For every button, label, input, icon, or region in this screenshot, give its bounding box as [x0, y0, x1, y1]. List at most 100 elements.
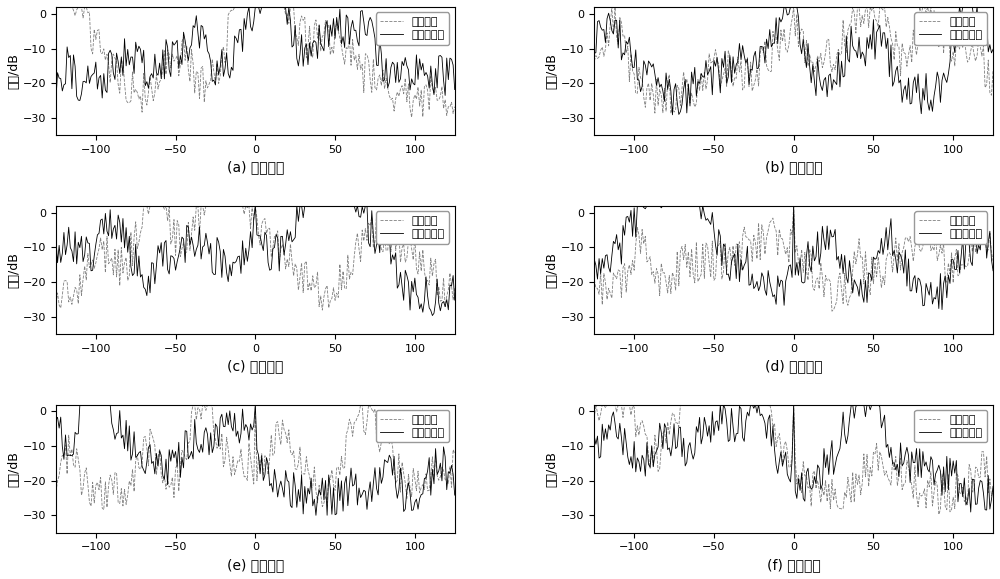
本发明方法: [987, 267, 999, 274]
遗传算法: [859, 473, 871, 480]
X-axis label: (b) 延迟单元: (b) 延迟单元: [765, 160, 822, 174]
遗传算法: [449, 103, 461, 110]
Line: 本发明方法: 本发明方法: [56, 7, 455, 100]
X-axis label: (c) 延迟单元: (c) 延迟单元: [227, 359, 284, 373]
Line: 遗传算法: 遗传算法: [56, 7, 455, 117]
X-axis label: (e) 延迟单元: (e) 延迟单元: [227, 558, 284, 572]
本发明方法: [288, 236, 300, 243]
本发明方法: [588, 433, 600, 439]
遗传算法: [828, 306, 840, 313]
X-axis label: (f) 延迟单元: (f) 延迟单元: [767, 558, 821, 572]
本发明方法: [746, 401, 758, 408]
本发明方法: [588, 256, 600, 263]
本发明方法: [449, 492, 461, 499]
遗传算法: [286, 3, 298, 10]
本发明方法: [449, 86, 461, 93]
本发明方法: [294, 50, 306, 57]
遗传算法: [665, 110, 677, 117]
Y-axis label: 幅度/dB: 幅度/dB: [7, 53, 20, 89]
本发明方法: [233, 26, 245, 33]
Legend: 遗传算法, 本发明方法: 遗传算法, 本发明方法: [376, 410, 449, 442]
遗传算法: [291, 34, 303, 41]
本发明方法: [353, 42, 365, 49]
遗传算法: [832, 276, 844, 283]
本发明方法: [50, 96, 62, 102]
遗传算法: [831, 501, 843, 508]
本发明方法: [936, 306, 948, 313]
Legend: 遗传算法, 本发明方法: 遗传算法, 本发明方法: [914, 211, 987, 244]
本发明方法: [288, 469, 300, 476]
本发明方法: [323, 43, 335, 50]
Y-axis label: 幅度/dB: 幅度/dB: [545, 252, 558, 288]
Legend: 遗传算法, 本发明方法: 遗传算法, 本发明方法: [376, 13, 449, 45]
本发明方法: [826, 233, 838, 240]
本发明方法: [861, 34, 873, 41]
本发明方法: [828, 76, 840, 83]
Y-axis label: 幅度/dB: 幅度/dB: [545, 450, 558, 486]
遗传算法: [770, 228, 782, 234]
本发明方法: [206, 269, 218, 276]
本发明方法: [208, 443, 220, 450]
Y-axis label: 幅度/dB: 幅度/dB: [7, 450, 20, 486]
遗传算法: [294, 444, 306, 450]
Legend: 遗传算法, 本发明方法: 遗传算法, 本发明方法: [914, 13, 987, 45]
本发明方法: [831, 454, 843, 461]
Line: 遗传算法: 遗传算法: [594, 7, 993, 113]
本发明方法: [631, 202, 643, 209]
遗传算法: [588, 415, 600, 422]
遗传算法: [861, 3, 873, 10]
Line: 本发明方法: 本发明方法: [56, 405, 455, 515]
遗传算法: [50, 489, 62, 496]
Line: 本发明方法: 本发明方法: [594, 7, 993, 115]
本发明方法: [778, 3, 790, 10]
遗传算法: [588, 57, 600, 64]
遗传算法: [891, 42, 903, 49]
本发明方法: [890, 466, 902, 473]
遗传算法: [788, 202, 800, 209]
遗传算法: [832, 46, 844, 53]
本发明方法: [323, 471, 335, 478]
本发明方法: [249, 202, 261, 209]
本发明方法: [74, 401, 86, 408]
遗传算法: [139, 202, 151, 209]
本发明方法: [859, 413, 871, 420]
遗传算法: [606, 3, 618, 10]
本发明方法: [832, 49, 844, 56]
Line: 遗传算法: 遗传算法: [594, 405, 993, 515]
本发明方法: [746, 67, 758, 74]
遗传算法: [233, 202, 245, 209]
本发明方法: [891, 63, 903, 70]
本发明方法: [714, 401, 726, 408]
Legend: 遗传算法, 本发明方法: 遗传算法, 本发明方法: [914, 410, 987, 442]
本发明方法: [987, 46, 999, 53]
本发明方法: [890, 256, 902, 263]
Line: 遗传算法: 遗传算法: [56, 405, 455, 510]
本发明方法: [588, 50, 600, 57]
本发明方法: [772, 470, 784, 477]
遗传算法: [773, 57, 785, 64]
遗传算法: [987, 67, 999, 74]
遗传算法: [890, 453, 902, 460]
遗传算法: [987, 487, 999, 494]
本发明方法: [965, 508, 977, 515]
本发明方法: [50, 236, 62, 243]
遗传算法: [745, 237, 757, 244]
Line: 本发明方法: 本发明方法: [56, 206, 455, 316]
遗传算法: [232, 3, 244, 10]
Line: 本发明方法: 本发明方法: [594, 405, 993, 512]
遗传算法: [353, 245, 365, 252]
遗传算法: [320, 17, 332, 24]
本发明方法: [426, 312, 438, 319]
遗传算法: [748, 82, 760, 89]
本发明方法: [351, 202, 363, 209]
X-axis label: (d) 延迟单元: (d) 延迟单元: [765, 359, 822, 373]
本发明方法: [292, 218, 304, 225]
Y-axis label: 幅度/dB: 幅度/dB: [545, 53, 558, 89]
X-axis label: (a) 延迟单元: (a) 延迟单元: [227, 160, 284, 174]
遗传算法: [588, 276, 600, 283]
本发明方法: [292, 486, 304, 493]
本发明方法: [353, 485, 365, 492]
本发明方法: [289, 22, 301, 29]
遗传算法: [288, 272, 300, 279]
遗传算法: [316, 307, 328, 314]
